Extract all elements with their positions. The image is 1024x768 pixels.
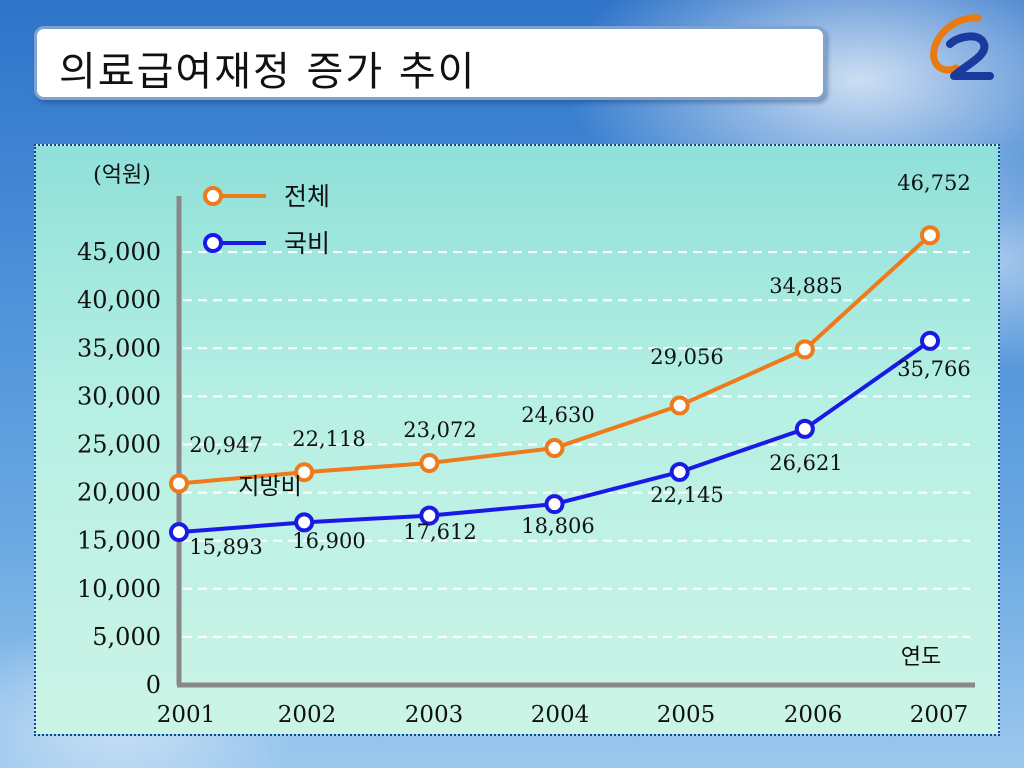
legend-marker [205,188,221,204]
data-label: 35,766 [897,357,970,381]
y-tick-label: 10,000 [77,575,161,603]
data-point [672,464,688,480]
y-tick-label: 0 [146,671,161,699]
data-label: 20,947 [189,433,262,457]
x-tick-label: 2002 [278,702,337,728]
x-axis-label: 연도 [901,645,941,670]
x-tick-label: 2001 [157,702,216,728]
annotation-local-funds: 지방비 [238,474,301,500]
data-label: 29,056 [650,345,723,369]
data-point [171,475,187,491]
y-tick-label: 40,000 [77,286,161,314]
y-tick-label: 35,000 [77,334,161,362]
data-label: 46,752 [897,171,970,195]
x-tick-label: 2003 [405,702,464,728]
data-point [797,421,813,437]
x-tick-label: 2005 [657,702,716,728]
data-point [922,227,938,243]
data-point [922,333,938,349]
data-label: 18,806 [521,514,594,538]
legend-label: 전체 [284,182,330,211]
y-tick-label: 5,000 [92,623,161,651]
legend-marker [205,235,221,251]
y-tick-label: 15,000 [77,527,161,555]
x-tick-label: 2006 [784,702,843,728]
data-label: 24,630 [521,403,594,427]
data-label: 16,900 [292,529,365,553]
data-label: 34,885 [769,274,842,298]
data-point [547,496,563,512]
data-label: 17,612 [403,520,476,544]
data-label: 22,118 [292,427,365,451]
y-axis-label: (억원) [93,163,151,188]
chart-frame: 0 5,000 10,000 15,000 20,000 25,000 30,000 35,0… [34,144,1000,736]
x-tick-label: 2007 [910,702,969,728]
x-tick-label: 2004 [531,702,590,728]
y-tick-label: 25,000 [77,431,161,459]
data-label: 26,621 [769,451,842,475]
data-point [547,440,563,456]
y-tick-label: 20,000 [77,479,161,507]
page-title: 의료급여재정 증가 추이 [59,39,476,97]
data-label: 15,893 [189,535,262,559]
y-tick-label: 30,000 [77,382,161,410]
data-point [797,341,813,357]
data-point [171,524,187,540]
data-label: 23,072 [403,418,476,442]
g2-logo-icon [920,10,1010,90]
legend-label: 국비 [284,229,330,258]
data-label: 22,145 [650,483,723,507]
data-point [421,455,437,471]
title-box: 의료급여재정 증가 추이 [34,26,826,100]
y-tick-label: 45,000 [77,238,161,266]
data-point [672,397,688,413]
line-chart: 0 5,000 10,000 15,000 20,000 25,000 30,000 35,0… [36,146,998,734]
